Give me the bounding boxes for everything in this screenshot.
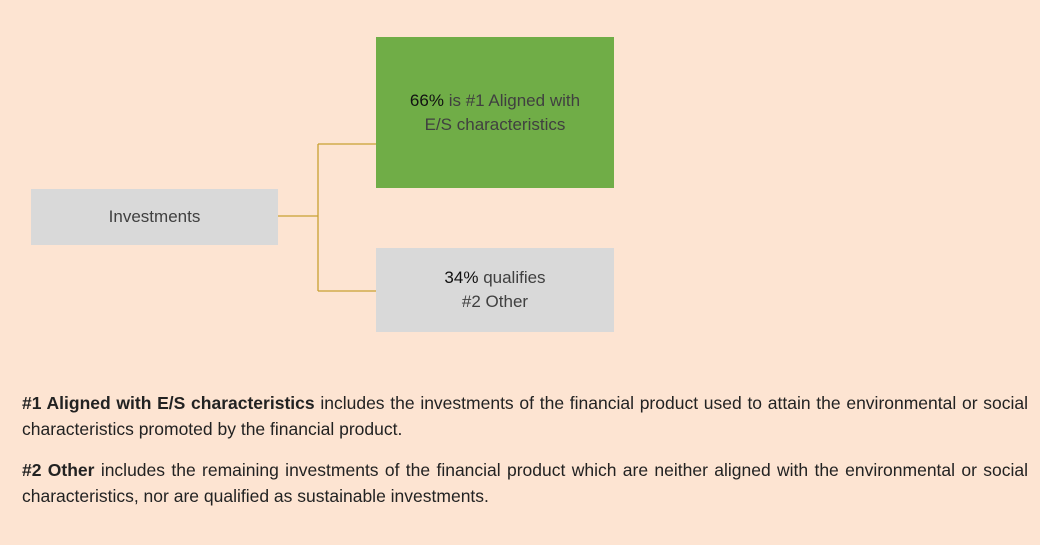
note-term: #1 Aligned with E/S characteristics: [22, 393, 315, 413]
other-node: 34% qualifies #2 Other: [376, 248, 614, 332]
node-percent: 66%: [409, 90, 444, 110]
aligned-node: 66% is #1 Aligned with E/S characteristi…: [376, 37, 614, 188]
note: #2 Other includes the remaining investme…: [22, 457, 1028, 509]
node-label: qualifies #2 Other: [461, 268, 546, 311]
note-text: includes the remaining investments of th…: [22, 460, 1028, 506]
note-text: includes the investments of the financia…: [22, 393, 1028, 439]
node-percent: 34%: [444, 268, 479, 287]
note-term: #2 Other: [22, 460, 95, 480]
node-label: Investments: [108, 207, 201, 226]
root-node: Investments: [31, 189, 278, 245]
note: #1 Aligned with E/S characteristics incl…: [22, 390, 1028, 442]
node-label: is #1 Aligned with E/S characteristics: [424, 90, 581, 134]
